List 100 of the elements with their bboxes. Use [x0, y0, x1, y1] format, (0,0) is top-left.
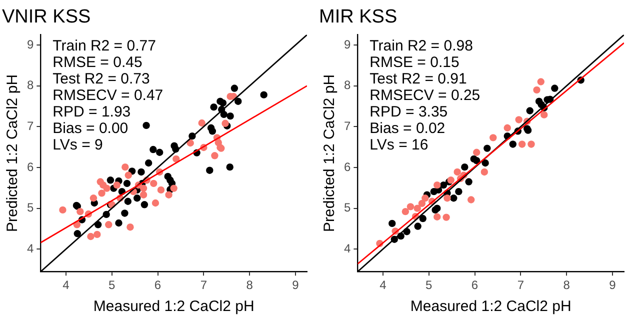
point: [226, 163, 234, 171]
point: [414, 204, 421, 212]
point: [484, 144, 491, 152]
y-tick-label: 6: [344, 160, 351, 174]
y-tick-label: 5: [344, 200, 351, 215]
point: [230, 84, 238, 92]
point: [170, 184, 178, 192]
point: [123, 180, 131, 188]
y-axis-title: Predicted 1:2 CaCl2 pH: [4, 74, 22, 232]
point: [220, 110, 228, 118]
point: [74, 230, 82, 238]
point: [126, 224, 134, 231]
point: [76, 208, 84, 216]
point: [94, 230, 101, 238]
point: [142, 122, 150, 130]
y-tick-label: 6: [26, 160, 34, 174]
point: [156, 148, 164, 156]
point: [444, 194, 451, 202]
y-tick-label: 5: [26, 200, 34, 215]
point: [418, 200, 426, 208]
y-tick-label: 8: [344, 78, 351, 92]
point: [140, 201, 148, 208]
point: [533, 86, 540, 94]
point: [414, 222, 422, 230]
annotation: Train R2 = 0.77: [52, 37, 156, 54]
point: [165, 191, 172, 198]
y-tick-label: 4: [344, 241, 351, 256]
point: [442, 214, 450, 221]
point: [461, 163, 468, 171]
point: [210, 103, 218, 111]
point: [402, 208, 410, 216]
x-tick-label: 8: [246, 278, 254, 292]
annotation: RMSE = 0.15: [370, 54, 460, 71]
x-tick-label: 7: [200, 278, 208, 292]
annotation: RPD = 1.93: [52, 103, 131, 120]
annotation: Bias = 0.02: [370, 120, 446, 137]
point: [211, 152, 218, 160]
point: [150, 180, 158, 188]
point: [87, 232, 94, 240]
point: [434, 213, 441, 220]
annotation: RMSECV = 0.47: [52, 86, 164, 104]
point: [208, 128, 216, 135]
point: [528, 140, 535, 148]
point: [455, 188, 462, 196]
annotation: RPD = 3.35: [370, 103, 448, 120]
point: [150, 146, 157, 154]
point: [422, 194, 429, 202]
x-tick-label: 4: [62, 278, 70, 292]
point: [406, 203, 414, 210]
point: [234, 98, 242, 105]
annotation: Bias = 0.00: [52, 120, 128, 137]
point: [467, 196, 475, 204]
annotation: LVs = 16: [370, 136, 428, 154]
annotation: RMSECV = 0.25: [370, 86, 480, 104]
x-tick-label: 7: [517, 278, 524, 292]
point: [172, 155, 180, 163]
point: [206, 166, 214, 174]
point: [515, 116, 522, 124]
point: [113, 181, 120, 189]
point: [59, 206, 66, 214]
point: [440, 181, 448, 189]
x-axis-title: Measured 1:2 CaCl2 pH: [410, 298, 572, 316]
point: [186, 139, 194, 147]
point: [450, 194, 458, 202]
point: [124, 198, 132, 205]
point: [419, 214, 426, 222]
y-tick-label: 9: [26, 37, 34, 52]
point: [134, 194, 141, 202]
point: [473, 156, 480, 164]
point: [124, 172, 132, 179]
point: [473, 148, 480, 156]
point: [388, 220, 396, 228]
annotation: Test R2 = 0.73: [52, 70, 150, 88]
point: [100, 181, 107, 189]
point: [157, 186, 165, 194]
x-tick-label: 6: [471, 278, 478, 292]
x-tick-label: 9: [609, 278, 616, 292]
y-tick-label: 7: [26, 118, 34, 133]
point: [98, 190, 106, 197]
point: [106, 176, 114, 184]
point: [551, 84, 558, 92]
point: [122, 163, 129, 171]
point: [434, 181, 441, 189]
point: [152, 199, 160, 207]
point: [509, 140, 516, 148]
chart-title: MIR KSS: [319, 6, 398, 28]
point: [219, 99, 227, 107]
point: [540, 111, 548, 118]
annotation: Train R2 = 0.98: [370, 37, 473, 54]
point: [490, 134, 497, 142]
point: [480, 168, 488, 176]
point: [144, 159, 152, 167]
x-tick-label: 6: [154, 278, 162, 292]
x-tick-label: 5: [426, 278, 433, 292]
x-tick-label: 4: [380, 278, 387, 292]
point: [504, 124, 511, 132]
chart-title: VNIR KSS: [2, 6, 91, 28]
point: [222, 120, 229, 127]
point: [140, 191, 148, 198]
point: [226, 112, 234, 120]
